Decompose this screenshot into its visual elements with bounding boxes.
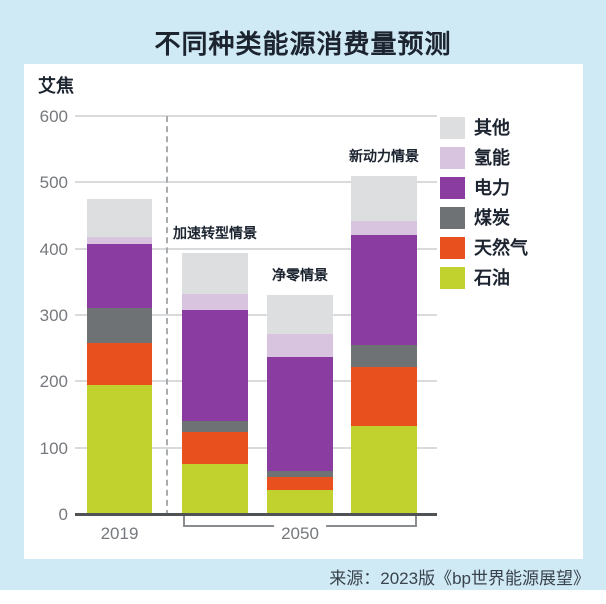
chart-title: 不同种类能源消费量预测 <box>154 29 452 59</box>
legend-item-electricity: 电力 <box>440 177 528 199</box>
legend-swatch-other <box>440 117 465 139</box>
legend-swatch-hydrogen <box>440 147 465 169</box>
legend-item-other: 其他 <box>440 117 528 139</box>
y-gridline-300 <box>75 314 437 316</box>
legend-label-other: 其他 <box>474 118 510 138</box>
x-axis-line <box>75 513 437 516</box>
legend-item-hydrogen: 氢能 <box>440 147 528 169</box>
bar-accelerated-transition-segment-coal <box>182 421 248 433</box>
bar-2019-segment-electricity <box>87 244 152 308</box>
bar-2019-segment-other <box>87 198 152 238</box>
bar-new-momentum-segment-electricity <box>351 235 417 346</box>
y-tick-label-300: 300 <box>39 306 68 325</box>
legend-item-gas: 天然气 <box>440 237 528 259</box>
scenario-label-new-momentum: 新动力情景 <box>349 147 419 164</box>
bar-new-momentum-segment-coal <box>351 345 417 367</box>
bar-2019-segment-oil <box>87 384 152 514</box>
scenario-label-accelerated-transition: 加速转型情景 <box>173 224 257 241</box>
legend: 其他氢能电力煤炭天然气石油 <box>440 117 528 297</box>
y-gridline-400 <box>75 247 437 250</box>
legend-item-oil: 石油 <box>440 267 528 289</box>
plot-area: 加速转型情景净零情景 新动力情景 <box>75 115 437 516</box>
y-gridline-200 <box>75 380 437 383</box>
legend-label-gas: 天然气 <box>474 238 528 258</box>
scenario-label-net-zero: 净零情景 <box>272 267 328 284</box>
bar-net-zero <box>267 295 333 514</box>
y-tick-label-100: 100 <box>39 438 68 458</box>
bar-2019-segment-gas <box>87 342 152 385</box>
legend-label-hydrogen: 氢能 <box>474 148 510 168</box>
bar-net-zero-segment-hydrogen <box>267 333 333 358</box>
legend-swatch-coal <box>440 207 465 229</box>
y-tick-label-600: 600 <box>39 107 68 126</box>
x-label-2019: 2019 <box>100 524 139 543</box>
y-gridline-600 <box>75 115 437 117</box>
bar-net-zero-segment-gas <box>267 476 333 491</box>
bar-2019 <box>87 198 152 514</box>
bar-net-zero-segment-electricity <box>267 357 333 471</box>
bar-new-momentum-segment-oil <box>351 425 417 514</box>
legend-swatch-electricity <box>440 177 465 199</box>
y-tick-label-500: 500 <box>39 173 68 193</box>
legend-label-coal: 煤炭 <box>474 208 510 228</box>
bar-2019-segment-hydrogen <box>87 237 152 245</box>
bar-accelerated-transition-segment-hydrogen <box>182 293 248 310</box>
y-tick-label-0: 0 <box>58 505 68 524</box>
bar-net-zero-segment-other <box>267 295 333 334</box>
y-axis-unit-label: 艾焦 <box>38 76 74 96</box>
scenario-divider-dashed-line <box>166 116 168 516</box>
legend-item-coal: 煤炭 <box>440 207 528 229</box>
bar-net-zero-segment-coal <box>267 470 333 477</box>
bar-net-zero-segment-oil <box>267 490 333 514</box>
bar-2019-segment-coal <box>87 307 152 343</box>
y-tick-label-200: 200 <box>39 372 68 392</box>
bar-accelerated-transition-segment-oil <box>182 464 248 514</box>
legend-swatch-oil <box>440 267 465 289</box>
bar-new-momentum-segment-hydrogen <box>351 220 417 236</box>
bar-new-momentum <box>351 175 417 514</box>
bar-accelerated-transition-segment-electricity <box>182 309 248 422</box>
y-gridline-500 <box>75 181 437 184</box>
bar-accelerated-transition-segment-other <box>182 252 248 294</box>
bar-accelerated-transition <box>182 252 248 514</box>
legend-label-electricity: 电力 <box>474 178 510 198</box>
y-gridline-100 <box>75 446 437 449</box>
bar-new-momentum-segment-other <box>351 175 417 221</box>
source-note: 来源：2023版《bp世界能源展望》 <box>329 569 590 588</box>
legend-label-oil: 石油 <box>474 268 510 288</box>
legend-swatch-gas <box>440 237 465 259</box>
bar-accelerated-transition-segment-gas <box>182 432 248 465</box>
y-tick-label-400: 400 <box>39 239 68 259</box>
x-label-2050: 2050 <box>274 524 326 544</box>
bar-new-momentum-segment-gas <box>351 366 417 426</box>
